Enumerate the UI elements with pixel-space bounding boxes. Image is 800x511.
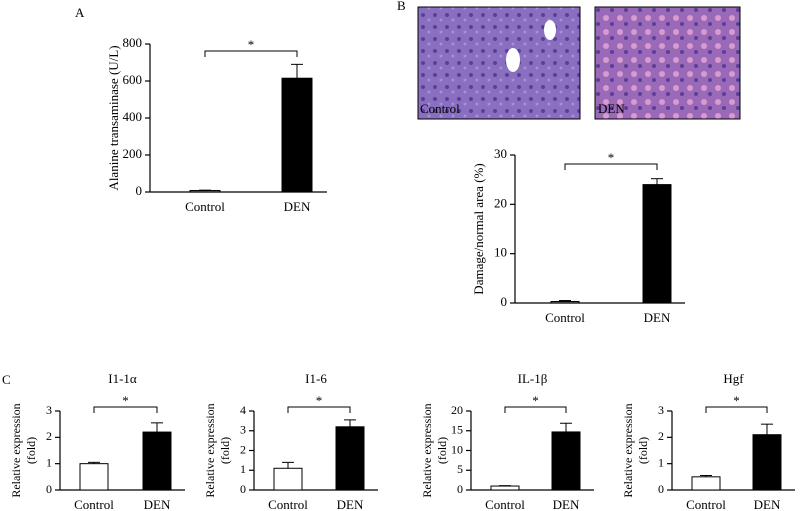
- x-tick-label: Control: [545, 310, 585, 325]
- x-tick-label: DEN: [284, 199, 311, 214]
- y-axis-label: (fold): [435, 437, 449, 464]
- x-tick-label: Control: [74, 497, 114, 511]
- y-tick-label: 10: [494, 245, 507, 260]
- y-tick-label: 4: [240, 403, 246, 417]
- y-axis-label: Relative expression: [203, 403, 217, 497]
- x-tick-label: Control: [485, 497, 525, 511]
- y-tick-label: 0: [658, 482, 664, 496]
- significance-label: *: [733, 393, 740, 408]
- significance-bracket: [705, 406, 768, 413]
- x-tick-label: DEN: [337, 497, 364, 511]
- y-tick-label: 0: [501, 294, 508, 309]
- image-label: Control: [420, 101, 460, 116]
- y-tick-label: 3: [240, 423, 246, 437]
- significance-bracket: [204, 50, 298, 57]
- panel-label: C: [2, 372, 11, 387]
- y-tick-label: 1: [46, 455, 52, 469]
- y-tick-label: 2: [240, 442, 246, 456]
- y-tick-label: 2: [658, 429, 664, 443]
- y-tick-label: 20: [451, 403, 463, 417]
- bar: [79, 463, 109, 491]
- significance-label: *: [316, 393, 323, 408]
- significance-label: *: [532, 393, 539, 408]
- y-tick-label: 1: [240, 462, 246, 476]
- chart-title: IL-1β: [518, 371, 548, 386]
- bar: [752, 434, 782, 491]
- significance-label: *: [248, 37, 255, 52]
- y-axis-label: Relative expression: [621, 403, 635, 497]
- y-tick-label: 20: [494, 195, 507, 210]
- vessel: [506, 48, 520, 72]
- y-tick-label: 600: [123, 72, 143, 87]
- y-tick-label: 0: [240, 482, 246, 496]
- x-tick-label: DEN: [644, 310, 671, 325]
- chart-title: I1-6: [305, 371, 327, 386]
- significance-label: *: [122, 393, 129, 408]
- x-tick-label: Control: [686, 497, 726, 511]
- y-tick-label: 0: [457, 482, 463, 496]
- bar: [550, 301, 580, 304]
- bar: [490, 485, 520, 491]
- panel-label: B: [397, 0, 406, 13]
- bar: [335, 426, 365, 491]
- bar: [142, 431, 172, 491]
- bar: [551, 431, 581, 491]
- y-tick-label: 30: [494, 146, 507, 161]
- y-tick-label: 400: [123, 109, 143, 124]
- y-tick-label: 1: [658, 455, 664, 469]
- bar: [642, 184, 672, 304]
- image-label: DEN: [598, 101, 625, 116]
- y-tick-label: 3: [46, 403, 52, 417]
- y-tick-label: 0: [136, 183, 143, 198]
- bar: [273, 467, 303, 491]
- significance-bracket: [93, 406, 158, 413]
- y-tick-label: 15: [451, 423, 463, 437]
- y-axis-label: Damage/normal area (%): [471, 163, 486, 294]
- vessel: [544, 20, 556, 40]
- x-tick-label: DEN: [553, 497, 580, 511]
- bar: [189, 190, 221, 193]
- y-axis-label: (fold): [24, 437, 38, 464]
- y-tick-label: 0: [46, 482, 52, 496]
- y-tick-label: 5: [457, 462, 463, 476]
- y-tick-label: 3: [658, 403, 664, 417]
- significance-bracket: [564, 163, 658, 170]
- histology-image: [594, 6, 741, 120]
- chart-title: I1-1α: [108, 371, 137, 386]
- y-tick-label: 800: [123, 35, 143, 50]
- significance-label: *: [608, 150, 615, 165]
- x-tick-label: DEN: [144, 497, 171, 511]
- bar: [691, 476, 721, 491]
- x-tick-label: Control: [268, 497, 308, 511]
- y-tick-label: 200: [123, 146, 143, 161]
- y-axis-label: (fold): [636, 437, 650, 464]
- y-axis-label: Relative expression: [9, 403, 23, 497]
- x-tick-label: Control: [185, 199, 225, 214]
- y-axis-label: (fold): [218, 437, 232, 464]
- panel-label: A: [75, 5, 85, 20]
- significance-bracket: [504, 406, 567, 413]
- y-tick-label: 10: [451, 442, 463, 456]
- significance-bracket: [287, 406, 351, 413]
- bar: [281, 77, 313, 193]
- y-axis-label: Alanine transaminase (U/L): [106, 45, 121, 190]
- chart-title: Hgf: [723, 371, 744, 386]
- y-tick-label: 2: [46, 429, 52, 443]
- x-tick-label: DEN: [754, 497, 781, 511]
- y-axis-label: Relative expression: [420, 403, 434, 497]
